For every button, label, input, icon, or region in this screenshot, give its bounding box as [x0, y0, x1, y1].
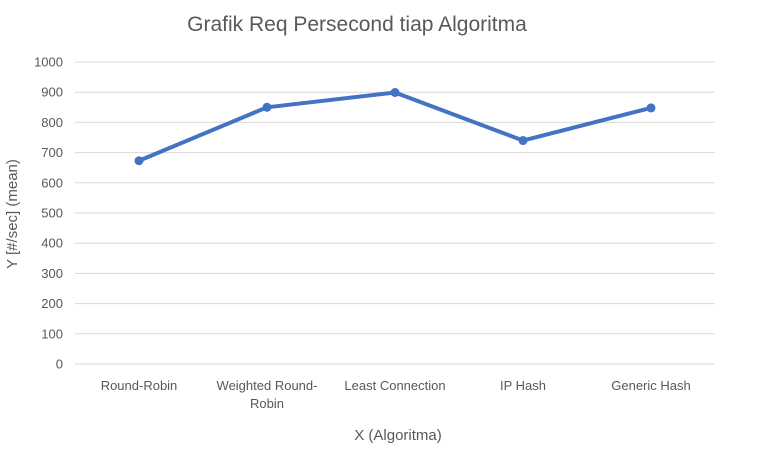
- data-point: [518, 136, 528, 146]
- data-point: [646, 103, 656, 113]
- x-axis-title: X (Algoritma): [354, 427, 442, 444]
- y-tick-label: 600: [41, 175, 63, 190]
- y-tick-label: 300: [41, 266, 63, 281]
- series-line: [137, 90, 653, 163]
- gridlines: [75, 61, 715, 365]
- y-axis-title: Y [#/sec] (mean): [4, 159, 21, 269]
- x-tick-label: Round-Robin: [101, 378, 178, 393]
- chart-title: Grafik Req Persecond tiap Algoritma: [187, 13, 527, 36]
- x-tick-label: Least Connection: [344, 378, 445, 393]
- x-tick-label-line: IP Hash: [500, 378, 546, 393]
- data-point: [134, 156, 144, 166]
- x-tick-labels: Round-Robin Weighted Round- Robin Least Con…: [101, 378, 691, 411]
- y-tick-label: 200: [41, 296, 63, 311]
- y-tick-label: 100: [41, 326, 63, 341]
- data-point: [390, 88, 400, 98]
- y-tick-label: 1000: [34, 55, 63, 70]
- x-tick-label-line: Least Connection: [344, 378, 445, 393]
- y-tick-label: 500: [41, 206, 63, 221]
- x-tick-label-line: Robin: [250, 396, 284, 411]
- y-tick-label: 900: [41, 85, 63, 100]
- y-tick-label: 400: [41, 236, 63, 251]
- data-point: [262, 102, 272, 112]
- data-series: [134, 88, 656, 166]
- y-tick-labels: 0 100 200 300 400 500 600 700 800 900 1000: [34, 55, 63, 372]
- x-tick-label: Generic Hash: [611, 378, 690, 393]
- y-tick-label: 700: [41, 145, 63, 160]
- x-tick-label-line: Weighted Round-: [217, 378, 318, 393]
- x-tick-label: Weighted Round- Robin: [217, 378, 318, 411]
- y-tick-label: 800: [41, 115, 63, 130]
- y-tick-label: 0: [56, 357, 63, 372]
- x-tick-label: IP Hash: [500, 378, 546, 393]
- x-tick-label-line: Generic Hash: [611, 378, 690, 393]
- x-tick-label-line: Round-Robin: [101, 378, 178, 393]
